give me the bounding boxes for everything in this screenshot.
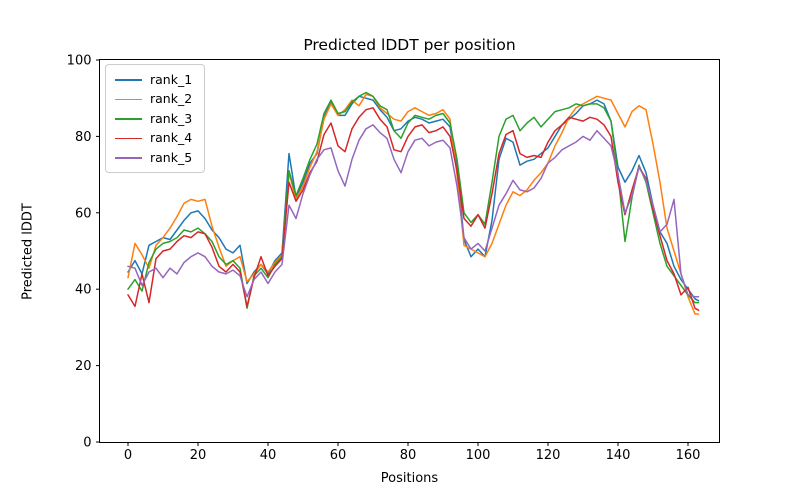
x-axis-label: Positions [380,471,439,486]
y-tick-label: 60 [75,206,92,221]
x-tick-label: 80 [400,448,417,463]
x-tick-label: 40 [260,448,277,463]
series-line-rank_3 [127,91,700,310]
series-line-rank_1 [127,95,700,302]
legend-label: rank_5 [150,149,193,165]
y-tick-label: 100 [67,54,92,69]
x-tick-label: 140 [606,448,631,463]
y-tick-label: 0 [83,436,91,451]
x-tick-label: 20 [190,448,207,463]
legend-line-swatch [115,98,142,100]
series-line-rank_2 [127,93,700,315]
y-axis-label: Predicted lDDT [20,203,36,300]
series-line-rank_4 [127,107,700,311]
y-tick-label: 80 [75,130,92,145]
legend-item-rank_2: rank_2 [106,90,204,110]
legend-item-rank_5: rank_5 [106,148,204,168]
legend-line-swatch [115,157,142,159]
series-line-rank_5 [127,124,700,298]
chart-title: Predicted lDDT per position [303,36,516,54]
legend-line-swatch [115,137,142,139]
legend-item-rank_1: rank_1 [106,70,204,90]
legend-line-swatch [115,118,142,120]
x-tick-label: 0 [124,448,132,463]
legend: rank_1 rank_2 rank_3 rank_4 rank_5 [105,64,205,173]
x-tick-label: 60 [330,448,347,463]
legend-line-swatch [115,79,142,81]
legend-item-rank_4: rank_4 [106,129,204,149]
legend-item-rank_3: rank_3 [106,109,204,129]
x-tick-label: 120 [536,448,561,463]
legend-label: rank_4 [150,130,193,145]
y-tick-label: 40 [75,283,92,298]
legend-label: rank_3 [150,110,193,126]
x-tick-label: 160 [676,448,701,463]
y-tick-label: 20 [75,359,92,374]
x-tick-label: 100 [466,448,491,463]
axes-box [99,59,720,443]
legend-label: rank_2 [150,91,193,106]
legend-label: rank_1 [150,71,193,87]
